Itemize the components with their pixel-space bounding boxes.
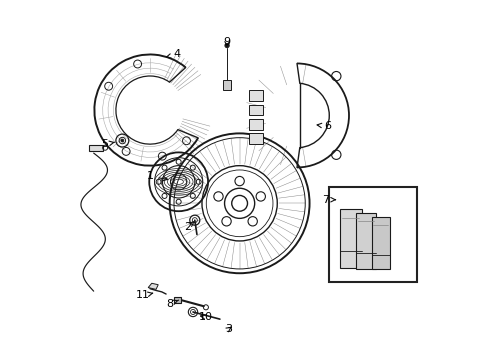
Circle shape (225, 43, 229, 48)
Text: 8: 8 (166, 299, 179, 309)
Text: 1: 1 (147, 171, 168, 181)
Bar (249, 119, 263, 130)
Bar (173, 297, 181, 303)
Text: 10: 10 (198, 312, 213, 322)
Text: 3: 3 (225, 324, 232, 334)
Bar (356, 213, 376, 269)
Bar (249, 90, 263, 101)
Polygon shape (148, 283, 158, 289)
Bar (249, 134, 263, 144)
Bar (223, 80, 231, 90)
Text: 2: 2 (184, 222, 194, 231)
Bar (329, 187, 417, 282)
Bar (340, 209, 362, 268)
Text: 7: 7 (322, 195, 335, 205)
Bar (249, 105, 263, 116)
Bar (371, 217, 390, 269)
Bar (89, 145, 103, 151)
Text: 5: 5 (101, 139, 114, 149)
Circle shape (121, 139, 124, 142)
Text: 11: 11 (136, 291, 153, 301)
Text: 9: 9 (223, 37, 231, 47)
Text: 4: 4 (167, 49, 180, 59)
Text: 6: 6 (317, 121, 331, 131)
